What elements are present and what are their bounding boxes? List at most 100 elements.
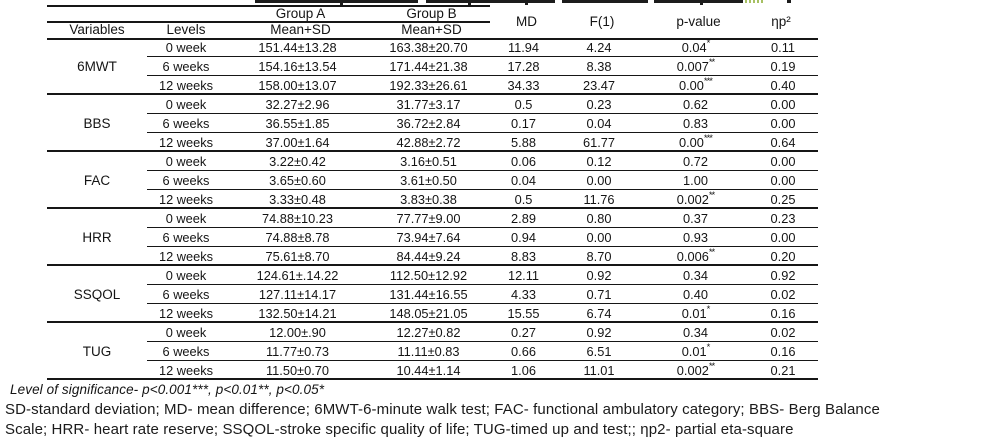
significance-note: Level of significance- p<0.001***, p<0.0…	[10, 382, 325, 397]
p-value-cell: 0.72	[683, 154, 708, 169]
p-value-cell: 0.002**	[676, 189, 716, 207]
column-header-mean-sd-b: Mean+SD	[401, 22, 462, 37]
md-cell: 0.06	[511, 154, 536, 169]
group-a-mean-cell: 74.88±8.78	[265, 230, 330, 245]
group-b-mean-cell: 36.72±2.84	[396, 116, 461, 131]
level-cell: 6 weeks	[162, 173, 210, 188]
group-b-mean-cell: 3.61±0.50	[400, 173, 457, 188]
md-cell: 11.94	[507, 40, 540, 55]
p-value-cell: 0.40	[683, 287, 708, 302]
f-cell: 0.12	[586, 154, 612, 169]
group-b-mean-cell: 192.33±26.61	[389, 78, 468, 93]
f-cell: 8.38	[586, 59, 612, 74]
eta-squared-cell: 0.20	[770, 249, 796, 264]
eta-squared-cell: 0.00	[770, 154, 796, 169]
md-cell: 0.17	[511, 116, 536, 131]
significance-stars: *	[706, 37, 711, 49]
table-body: 6MWT 0 week 151.44±13.28 163.38±20.70 11.94 4…	[47, 38, 818, 380]
table-row: 0 week 12.00±.90 12.27±0.82 0.27 0.92 0.34 0.0…	[147, 323, 818, 343]
variable-cell: HRR	[82, 230, 112, 245]
f-cell: 0.92	[586, 325, 612, 340]
significance-stars: **	[708, 56, 715, 68]
variable-group: SSQOL 0 week 124.61±.14.22 112.50±12.92 12.1…	[47, 266, 818, 323]
md-cell: 0.04	[511, 173, 536, 188]
level-cell: 0 week	[165, 40, 207, 55]
p-value-cell: 0.002**	[676, 360, 716, 378]
significance-stars: ***	[703, 75, 713, 87]
variable-group: BBS 0 week 32.27±2.96 31.77±3.17 0.5 0.23 0.62…	[47, 95, 818, 152]
group-a-mean-cell: 3.22±0.42	[269, 154, 326, 169]
level-cell: 12 weeks	[158, 78, 214, 93]
level-cell: 6 weeks	[162, 116, 210, 131]
significance-stars: **	[708, 246, 715, 258]
p-value-cell: 0.01*	[681, 341, 711, 359]
table-row: 12 weeks 132.50±14.21 148.05±21.05 15.55 6.7…	[147, 304, 813, 323]
group-b-mean-cell: 3.83±0.38	[400, 192, 457, 207]
variable-cell: FAC	[83, 173, 111, 188]
significance-stars: **	[708, 360, 715, 372]
eta-squared-cell: 0.19	[770, 59, 796, 74]
md-cell: 34.33	[507, 78, 540, 93]
eta-squared-cell: 0.00	[770, 173, 796, 188]
group-a-mean-cell: 3.65±0.60	[269, 173, 326, 188]
table-row: 6 weeks 36.55±1.85 36.72±2.84 0.17 0.04 0.83 0…	[147, 114, 818, 134]
md-cell: 2.89	[511, 211, 536, 226]
column-header-mean-sd-a: Mean+SD	[270, 22, 331, 37]
column-header-eta-squared: ηp²	[771, 14, 791, 29]
md-cell: 0.66	[511, 344, 536, 359]
table-rule-subheader	[47, 21, 490, 23]
f-cell: 0.92	[586, 268, 612, 283]
level-cell: 12 weeks	[158, 306, 214, 321]
eta-squared-cell: 0.00	[770, 230, 796, 245]
p-value-cell: 0.83	[683, 116, 708, 131]
p-value-cell: 0.62	[683, 97, 708, 112]
variable-cell: SSQOL	[73, 287, 121, 302]
p-value-cell: 1.00	[683, 173, 708, 188]
level-cell: 6 weeks	[162, 344, 210, 359]
abbreviations-note: SD-standard deviation; MD- mean differen…	[5, 400, 880, 439]
eta-squared-cell: 0.16	[770, 306, 796, 321]
eta-squared-cell: 0.21	[770, 363, 796, 378]
group-a-mean-cell: 36.55±1.85	[265, 116, 330, 131]
group-a-mean-cell: 37.00±1.64	[265, 135, 330, 150]
f-cell: 8.70	[586, 249, 612, 264]
group-b-mean-cell: 42.88±2.72	[396, 135, 461, 150]
group-a-mean-cell: 158.00±13.07	[258, 78, 337, 93]
group-b-mean-cell: 163.38±20.70	[389, 40, 468, 55]
table-row: 6 weeks 154.16±13.54 171.44±21.38 17.28 8.38…	[147, 56, 818, 77]
table-row: 0 week 3.22±0.42 3.16±0.51 0.06 0.12 0.72 0.00	[147, 152, 818, 172]
group-b-mean-cell: 31.77±3.17	[396, 97, 461, 112]
p-value-cell: 0.00***	[678, 75, 713, 93]
eta-squared-cell: 0.25	[770, 192, 796, 207]
group-a-mean-cell: 151.44±13.28	[258, 40, 337, 55]
column-header-levels: Levels	[166, 22, 206, 37]
table-row: 0 week 74.88±10.23 77.77±9.00 2.89 0.80 0.37 0…	[147, 209, 818, 229]
p-value-cell: 0.006**	[676, 246, 716, 264]
table-row: 6 weeks 11.77±0.73 11.11±0.83 0.66 6.51 0.01*…	[147, 341, 818, 362]
level-cell: 6 weeks	[162, 59, 210, 74]
p-value-cell: 0.34	[683, 325, 708, 340]
significance-stars: ***	[703, 132, 713, 144]
clipped-title-descender	[340, 2, 343, 5]
abbreviations-line: SD-standard deviation; MD- mean differen…	[5, 401, 880, 418]
table-row: 0 week 151.44±13.28 163.38±20.70 11.94 4.24 0…	[147, 37, 818, 58]
clipped-title-remnant-segment	[787, 0, 791, 3]
p-value-cell: 0.34	[683, 268, 708, 283]
md-cell: 8.83	[511, 249, 536, 264]
md-cell: 12.11	[507, 268, 540, 283]
p-value-cell: 0.00***	[678, 132, 713, 150]
eta-squared-cell: 0.00	[770, 97, 796, 112]
md-cell: 15.55	[507, 306, 540, 321]
variable-cell: 6MWT	[77, 59, 117, 74]
group-a-mean-cell: 12.00±.90	[269, 325, 326, 340]
group-b-mean-cell: 77.77±9.00	[396, 211, 461, 226]
variable-group: TUG 0 week 12.00±.90 12.27±0.82 0.27 0.92 0.34…	[47, 323, 818, 380]
eta-squared-cell: 0.64	[770, 135, 796, 150]
p-value-cell: 0.93	[683, 230, 708, 245]
table-row: 6 weeks 3.65±0.60 3.61±0.50 0.04 0.00 1.00 0.0…	[147, 171, 818, 191]
table-row: 12 weeks 3.33±0.48 3.83±0.38 0.5 11.76 0.002*…	[147, 190, 813, 209]
f-cell: 6.74	[586, 306, 612, 321]
f-cell: 0.00	[586, 173, 612, 188]
f-cell: 4.24	[586, 40, 612, 55]
